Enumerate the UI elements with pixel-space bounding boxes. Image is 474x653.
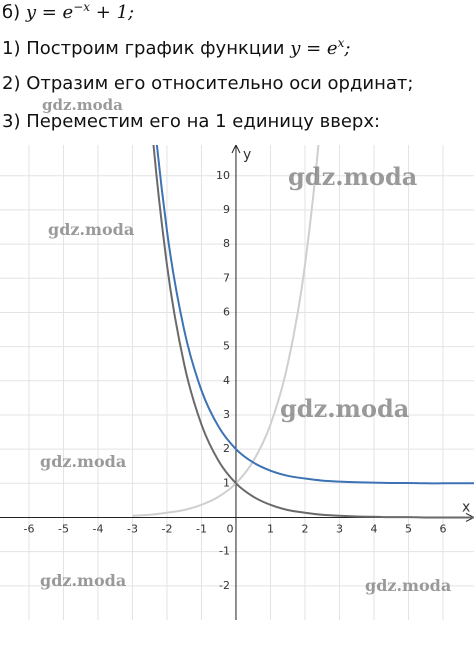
y-tick-label: -1 bbox=[219, 545, 230, 558]
y-tick-label: 4 bbox=[223, 374, 230, 387]
math: y = e bbox=[25, 2, 74, 23]
y-tick-label: 6 bbox=[223, 305, 230, 318]
step-line: 1) Построим график функции y = ex; bbox=[2, 36, 350, 59]
x-tick-label: 4 bbox=[370, 522, 377, 535]
math: ; bbox=[344, 38, 351, 59]
formula: y = e−x + 1; bbox=[25, 0, 135, 23]
x-tick-label: -6 bbox=[23, 522, 34, 535]
x-tick-label: 5 bbox=[405, 522, 412, 535]
y-axis-label: y bbox=[243, 147, 251, 163]
x-tick-label: -1 bbox=[196, 522, 207, 535]
watermark: gdz.moda bbox=[40, 452, 127, 471]
x-tick-label: 3 bbox=[336, 522, 343, 535]
watermark: gdz.moda bbox=[48, 220, 135, 239]
y-tick-label: 1 bbox=[223, 476, 230, 489]
y-tick-label: -2 bbox=[219, 579, 230, 592]
exponent: −x bbox=[73, 0, 91, 14]
step-line: 2) Отразим его относительно оси ординат; bbox=[2, 73, 414, 94]
y-tick-label: 5 bbox=[223, 340, 230, 353]
math: + 1; bbox=[90, 2, 135, 23]
y-tick-label: 9 bbox=[223, 203, 230, 216]
step-line: 3) Переместим его на 1 единицу вверх: bbox=[2, 111, 381, 132]
label: б) bbox=[2, 2, 21, 23]
x-tick-label: 6 bbox=[439, 522, 446, 535]
y-tick-label: 8 bbox=[223, 237, 230, 250]
x-tick-label: 2 bbox=[301, 522, 308, 535]
watermark: gdz.moda bbox=[40, 571, 127, 590]
x-tick-label: -5 bbox=[58, 522, 69, 535]
watermark: gdz.moda bbox=[365, 576, 452, 595]
x-tick-label: -3 bbox=[127, 522, 138, 535]
watermark: gdz.moda bbox=[288, 162, 418, 191]
y-tick-label: 3 bbox=[223, 408, 230, 421]
axis-arrow bbox=[231, 145, 241, 154]
x-axis-label: x bbox=[462, 499, 470, 515]
task-line: б) y = e−x + 1; bbox=[2, 0, 134, 23]
exponent: x bbox=[337, 36, 345, 50]
x-tick-label: -2 bbox=[161, 522, 172, 535]
x-tick-label: 0 bbox=[226, 522, 233, 535]
y-tick-label: 7 bbox=[223, 271, 230, 284]
y-tick-label: 2 bbox=[223, 442, 230, 455]
y-tick-label: 10 bbox=[216, 169, 230, 182]
watermark: gdz.moda bbox=[42, 96, 123, 114]
watermark: gdz.moda bbox=[280, 394, 410, 423]
curve bbox=[155, 145, 474, 485]
math: y = e bbox=[290, 38, 338, 59]
formula: y = ex; bbox=[290, 36, 351, 59]
curve bbox=[152, 145, 474, 519]
x-tick-label: 1 bbox=[267, 522, 274, 535]
x-tick-label: -4 bbox=[92, 522, 103, 535]
axis-arrow bbox=[465, 513, 474, 522]
curves bbox=[132, 145, 474, 519]
label: 1) Построим график функции bbox=[2, 38, 285, 59]
graph: x y -6 -5 -4 -3 -2 -1 0 1 2 3 4 5 6 -2 -1 1 2 3 4 5 6 7 8 9 10 bbox=[0, 145, 474, 620]
